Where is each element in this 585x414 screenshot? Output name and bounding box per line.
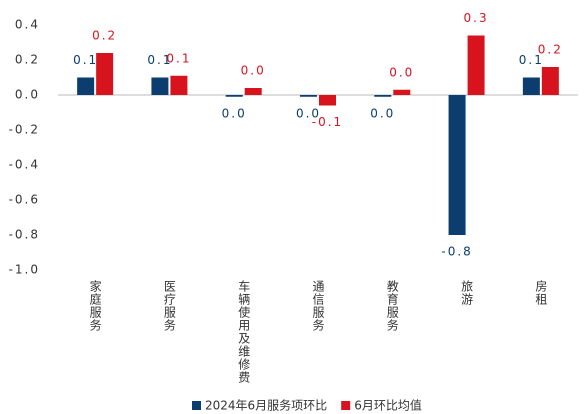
bar bbox=[522, 77, 540, 95]
legend-label: 6月环比均值 bbox=[354, 398, 422, 413]
data-label: 0.2 bbox=[538, 43, 563, 57]
data-label: 0.1 bbox=[73, 53, 98, 67]
x-tick-label: 房租 bbox=[534, 279, 548, 306]
data-label: 0.0 bbox=[222, 106, 247, 120]
x-tick-label: 车辆使用及维修费 bbox=[237, 279, 251, 384]
data-label: 0.1 bbox=[147, 53, 172, 67]
bar bbox=[319, 95, 336, 106]
data-label: 0.3 bbox=[464, 11, 489, 25]
bar bbox=[225, 95, 243, 97]
y-tick-label: -0.2 bbox=[9, 123, 40, 137]
bar bbox=[96, 53, 114, 95]
bar bbox=[77, 77, 95, 95]
bar bbox=[244, 88, 262, 95]
data-label: -0.8 bbox=[441, 245, 472, 259]
data-label: 0.1 bbox=[519, 53, 544, 67]
y-tick-label: -1.0 bbox=[9, 263, 40, 277]
y-tick-label: -0.8 bbox=[9, 228, 40, 242]
data-label: 0.0 bbox=[241, 64, 266, 78]
bar bbox=[374, 95, 392, 97]
y-tick-label: -0.6 bbox=[9, 193, 40, 207]
data-label: -0.1 bbox=[312, 115, 343, 129]
bar bbox=[393, 89, 411, 95]
bar bbox=[300, 95, 317, 97]
legend-swatch bbox=[192, 401, 201, 410]
bar bbox=[151, 77, 169, 95]
y-tick-label: 0.2 bbox=[15, 53, 40, 67]
x-tick-label: 教育服务 bbox=[385, 279, 399, 332]
bar bbox=[541, 67, 559, 95]
x-tick-label: 通信服务 bbox=[311, 280, 325, 332]
bar bbox=[170, 75, 188, 95]
bar bbox=[467, 35, 485, 95]
legend-label: 2024年6月服务项环比 bbox=[205, 398, 327, 413]
data-label: 0.1 bbox=[166, 51, 191, 65]
x-tick-label: 家庭服务 bbox=[88, 279, 102, 332]
bar bbox=[448, 95, 466, 235]
data-label: 0.2 bbox=[92, 29, 117, 43]
y-tick-label: -0.4 bbox=[9, 158, 40, 172]
x-tick-label: 旅游 bbox=[460, 280, 474, 306]
y-tick-label: 0.4 bbox=[15, 18, 40, 32]
y-tick-label: 0.0 bbox=[15, 88, 40, 102]
x-tick-label: 医疗服务 bbox=[162, 280, 176, 332]
data-label: 0.0 bbox=[370, 106, 395, 120]
legend-swatch bbox=[341, 401, 351, 410]
data-label: 0.0 bbox=[389, 65, 414, 79]
data-label: 0.0 bbox=[296, 106, 321, 120]
